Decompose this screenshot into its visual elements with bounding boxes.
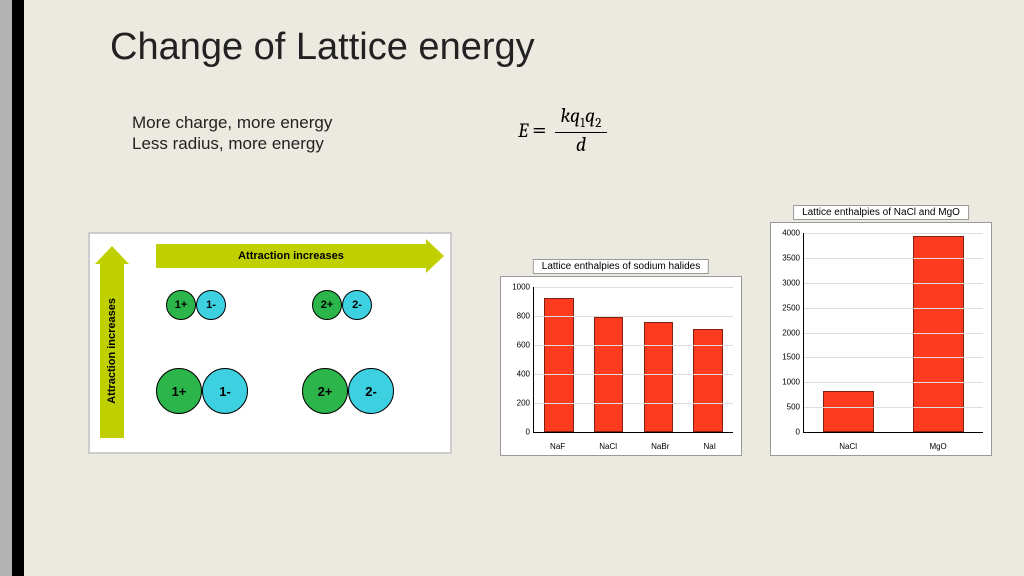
accent-stripe-dark: [12, 0, 24, 576]
ytick: 500: [787, 403, 800, 412]
bar: [644, 322, 673, 432]
chart2-plot: 05001000150020002500300035004000: [803, 233, 983, 433]
ytick: 0: [526, 428, 530, 437]
xtick: NaCl: [599, 442, 617, 451]
bar: [823, 391, 874, 432]
chart-sodium-halides: Lattice enthalpies of sodium halides 020…: [500, 276, 742, 456]
xtick: NaF: [550, 442, 565, 451]
arrow-vertical: Attraction increases: [100, 264, 124, 438]
accent-stripe-light: [0, 0, 12, 576]
xtick: NaBr: [651, 442, 669, 451]
xtick: NaCl: [839, 442, 857, 451]
formula-fraction: kq1q2 d: [555, 104, 608, 157]
xtick: NaI: [703, 442, 715, 451]
subtext-line2: Less radius, more energy: [132, 133, 332, 154]
ytick: 400: [517, 370, 530, 379]
formula-denominator: d: [570, 133, 592, 157]
ytick: 0: [796, 428, 800, 437]
ion: 2-: [348, 368, 394, 414]
chart-nacl-mgo: Lattice enthalpies of NaCl and MgO 05001…: [770, 222, 992, 456]
chart1-plot: 02004006008001000: [533, 287, 733, 433]
formula-lhs: E: [518, 119, 528, 142]
equals-sign: =: [532, 115, 546, 145]
ytick: 200: [517, 399, 530, 408]
ytick: 1000: [782, 378, 800, 387]
ytick: 1000: [512, 283, 530, 292]
arrow-horizontal: Attraction increases: [156, 244, 426, 268]
subtext: More charge, more energy Less radius, mo…: [132, 112, 332, 155]
formula-numerator: kq1q2: [555, 104, 608, 133]
ytick: 3000: [782, 278, 800, 287]
subtext-line1: More charge, more energy: [132, 112, 332, 133]
ion: 2+: [302, 368, 348, 414]
chart1-title: Lattice enthalpies of sodium halides: [533, 259, 709, 274]
ytick: 2000: [782, 328, 800, 337]
ion: 2-: [342, 290, 372, 320]
ytick: 4000: [782, 229, 800, 238]
ionic-diagram: Attraction increases Attraction increase…: [88, 232, 452, 454]
xtick: MgO: [929, 442, 946, 451]
ion: 1+: [166, 290, 196, 320]
ytick: 800: [517, 312, 530, 321]
chart2-title: Lattice enthalpies of NaCl and MgO: [793, 205, 969, 220]
ytick: 1500: [782, 353, 800, 362]
ion: 2+: [312, 290, 342, 320]
bar: [913, 236, 964, 432]
ion: 1+: [156, 368, 202, 414]
formula: E = kq1q2 d: [518, 104, 607, 157]
ytick: 2500: [782, 303, 800, 312]
ion: 1-: [202, 368, 248, 414]
ytick: 600: [517, 341, 530, 350]
page-title: Change of Lattice energy: [110, 26, 535, 69]
ytick: 3500: [782, 253, 800, 262]
ion: 1-: [196, 290, 226, 320]
bar: [544, 298, 573, 432]
